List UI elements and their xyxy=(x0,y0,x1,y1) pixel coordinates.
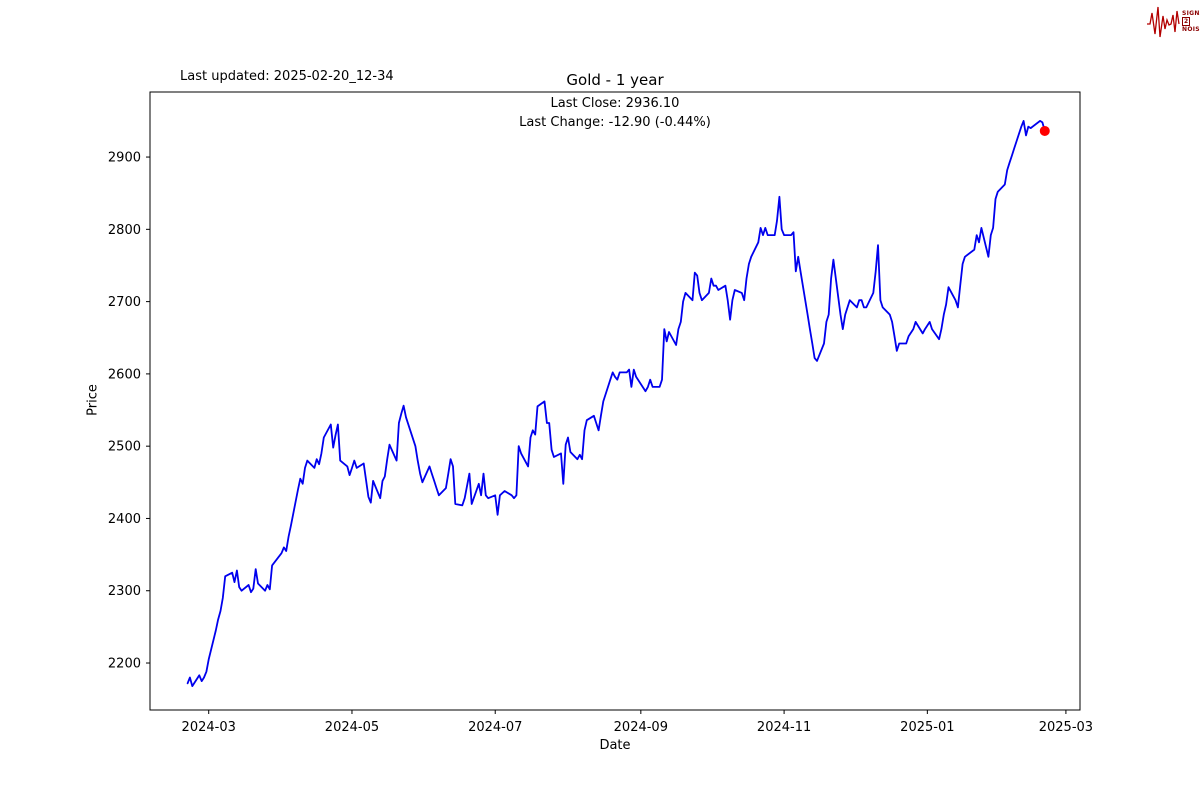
x-tick-label: 2025-01 xyxy=(900,720,954,735)
x-axis-label: Date xyxy=(599,738,631,753)
axes-frame xyxy=(149,91,1081,711)
y-tick-label: 2400 xyxy=(108,512,141,527)
x-tick-label: 2024-05 xyxy=(325,720,379,735)
price-line xyxy=(186,120,1046,687)
y-tick-label: 2700 xyxy=(108,295,141,310)
signal2noise-logo: SIGNAL 2 NOISE xyxy=(1146,4,1200,38)
logo-line-noise: NOISE xyxy=(1182,25,1200,33)
x-tick-label: 2024-09 xyxy=(614,720,668,735)
last-change-annotation: Last Change: -12.90 (-0.44%) xyxy=(519,115,711,130)
x-tick-label: 2024-11 xyxy=(757,720,811,735)
y-tick-label: 2900 xyxy=(108,151,141,166)
last-updated-text: Last updated: 2025-02-20_12-34 xyxy=(180,69,394,84)
x-tick-label: 2025-03 xyxy=(1039,720,1093,735)
x-tick-label: 2024-03 xyxy=(182,720,236,735)
y-tick-label: 2500 xyxy=(108,440,141,455)
last-close-marker xyxy=(1039,125,1050,136)
y-tick-label: 2800 xyxy=(108,223,141,238)
chart-title: Gold - 1 year xyxy=(566,71,664,89)
waveform-icon xyxy=(1147,6,1180,38)
y-tick-label: 2300 xyxy=(108,584,141,599)
logo-line-2: 2 xyxy=(1182,16,1191,26)
y-tick-label: 2600 xyxy=(108,367,141,382)
logo-line-signal: SIGNAL xyxy=(1182,9,1200,17)
logo-text: SIGNAL 2 NOISE xyxy=(1182,10,1200,33)
y-tick-label: 2200 xyxy=(108,657,141,672)
y-axis-label: Price xyxy=(85,384,101,416)
last-close-annotation: Last Close: 2936.10 xyxy=(550,96,680,111)
x-tick-label: 2024-07 xyxy=(468,720,522,735)
